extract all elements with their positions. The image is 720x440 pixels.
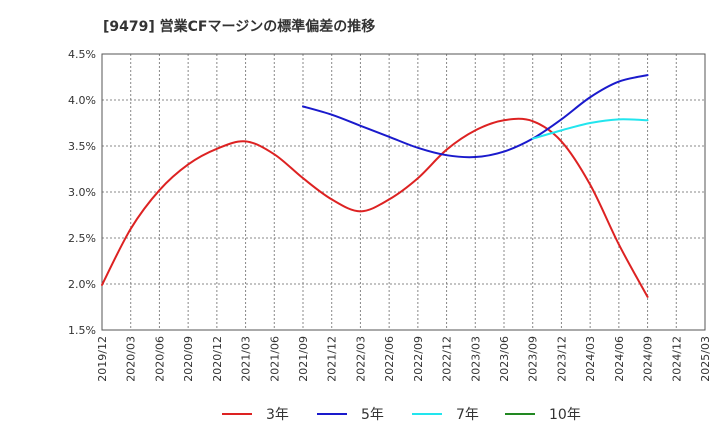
y-tick-label: 4.0% [68, 94, 96, 107]
legend-label-7年: 7年 [456, 407, 479, 423]
y-tick-label: 3.5% [68, 140, 96, 153]
x-axis: 2019/12 2020/03 2020/06 2020/09 2020/12 2021/… [96, 336, 712, 382]
x-tick-label: 2023/03 [469, 336, 482, 382]
legend-label-10年: 10年 [549, 407, 581, 423]
x-tick-label: 2021/12 [326, 336, 339, 382]
series-line-5年 [302, 74, 649, 159]
x-tick-label: 2021/09 [297, 336, 310, 382]
series-lines [101, 74, 649, 298]
legend-label-3年: 3年 [266, 407, 289, 423]
x-tick-label: 2022/09 [412, 336, 425, 382]
legend: 3年 5年 7年 10年 [222, 407, 581, 423]
y-tick-label: 4.5% [68, 48, 96, 61]
x-tick-label: 2022/03 [354, 336, 367, 382]
x-tick-label: 2020/12 [211, 336, 224, 382]
series-line-3年 [101, 117, 649, 298]
y-tick-label: 1.5% [68, 324, 96, 337]
grid [101, 53, 706, 331]
x-tick-label: 2024/06 [613, 336, 626, 382]
y-tick-label: 3.0% [68, 186, 96, 199]
x-tick-label: 2020/03 [125, 336, 138, 382]
plot-area-frame [101, 53, 706, 331]
x-tick-label: 2025/03 [699, 336, 712, 382]
y-axis: 4.5% 4.0% 3.5% 3.0% 2.5% 2.0% 1.5% [68, 48, 96, 337]
x-tick-label: 2024/09 [642, 336, 655, 382]
chart-title: [9479] 営業CFマージンの標準偏差の推移 [103, 18, 375, 35]
x-tick-label: 2021/03 [240, 336, 253, 382]
x-tick-label: 2022/06 [383, 336, 396, 382]
series-line-7年 [531, 118, 649, 140]
x-tick-label: 2024/12 [670, 336, 683, 382]
x-tick-label: 2024/03 [584, 336, 597, 382]
x-tick-label: 2020/06 [153, 336, 166, 382]
x-tick-label: 2019/12 [96, 336, 109, 382]
x-tick-label: 2023/06 [498, 336, 511, 382]
x-tick-label: 2022/12 [441, 336, 454, 382]
y-tick-label: 2.0% [68, 278, 96, 291]
x-tick-label: 2023/12 [555, 336, 568, 382]
x-tick-label: 2020/09 [182, 336, 195, 382]
x-tick-label: 2023/09 [527, 336, 540, 382]
y-tick-label: 2.5% [68, 232, 96, 245]
legend-label-5年: 5年 [361, 407, 384, 423]
x-tick-label: 2021/06 [268, 336, 281, 382]
